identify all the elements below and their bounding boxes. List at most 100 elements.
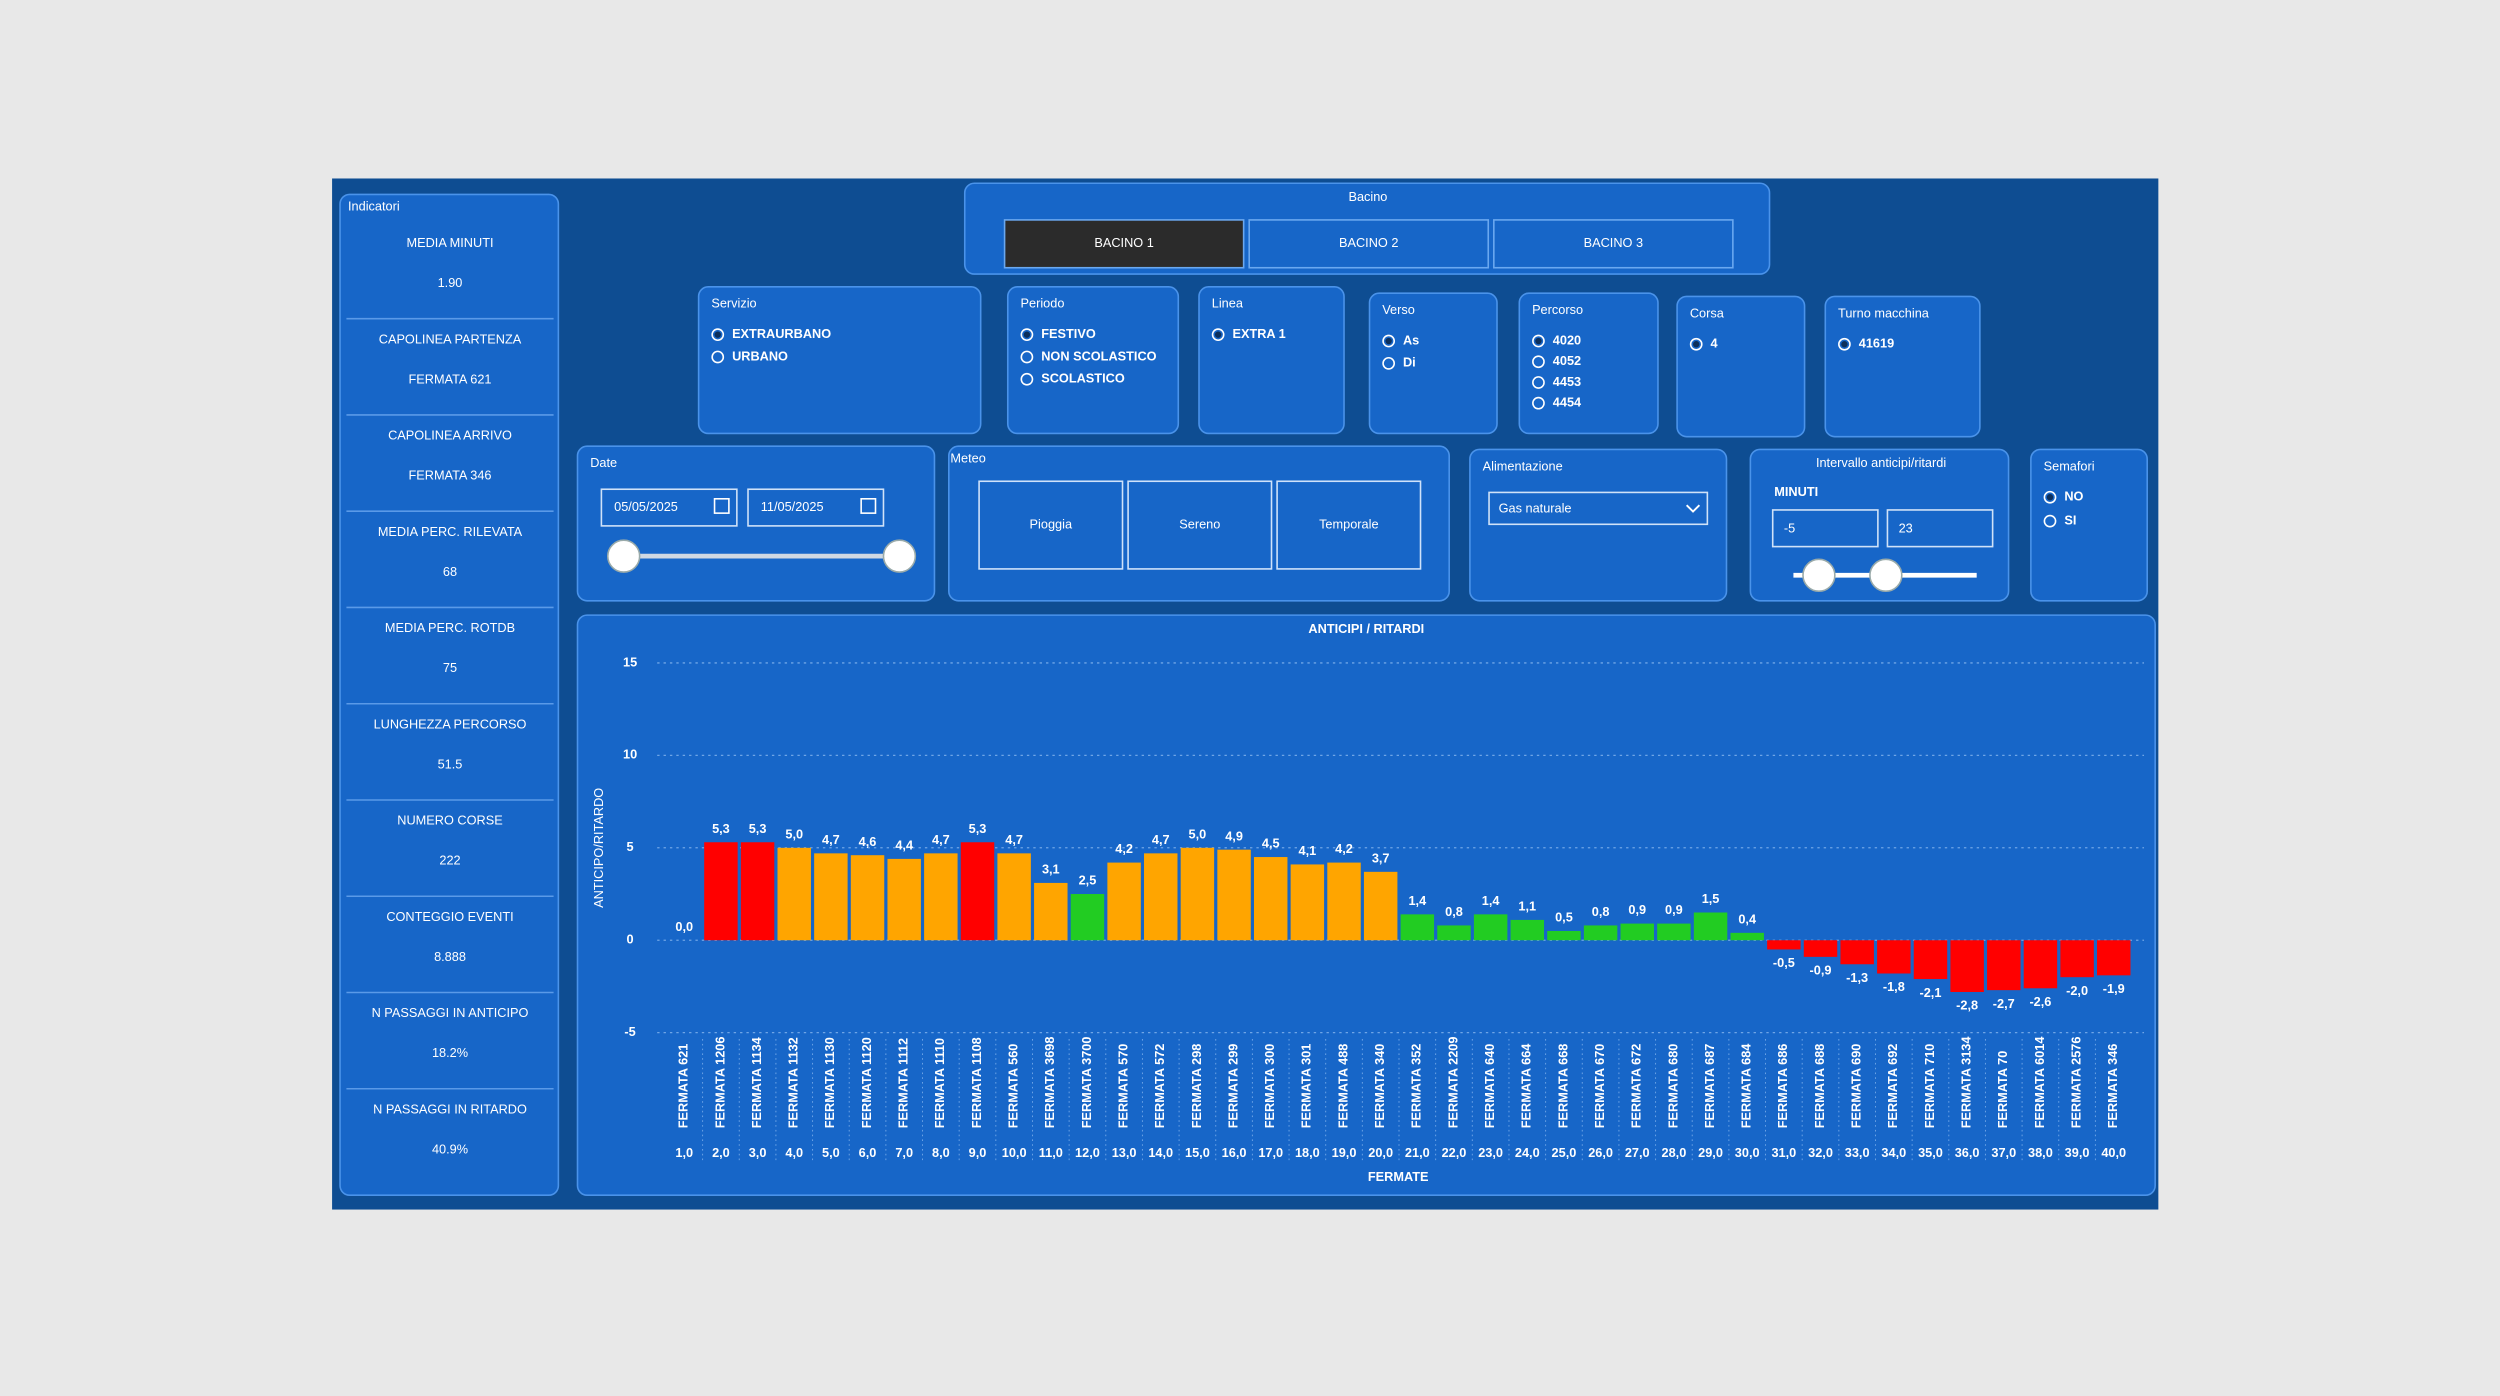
slider-handle[interactable]	[606, 539, 641, 573]
x-secondary-label: 25,0	[1552, 1145, 1577, 1160]
data-label: 5,3	[749, 821, 767, 836]
radio-button[interactable]	[1020, 372, 1034, 386]
number-input[interactable]	[1886, 509, 1994, 548]
bar	[704, 842, 738, 941]
filter-title: Semafori	[2044, 458, 2095, 473]
slider-handle[interactable]	[1802, 558, 1836, 593]
radio-button[interactable]	[1382, 356, 1396, 370]
data-label: -0,9	[1810, 963, 1832, 978]
radio-button[interactable]	[1382, 334, 1396, 348]
x-secondary-label: 9,0	[969, 1145, 987, 1160]
bacino-button[interactable]	[1248, 219, 1490, 269]
radio-label: 4454	[1553, 395, 1582, 410]
radio-button[interactable]	[1532, 396, 1545, 410]
meteo-button[interactable]	[978, 480, 1124, 570]
bar	[1987, 940, 2021, 991]
bar	[1070, 894, 1105, 941]
x-tick-label: FERMATA 672	[1629, 1044, 1644, 1129]
data-label: 1,1	[1518, 899, 1536, 914]
bar	[1693, 912, 1728, 941]
bar	[814, 853, 848, 941]
y-tick-label: 15	[623, 654, 637, 669]
data-label: 0,9	[1665, 902, 1683, 917]
x-tick-label: FERMATA 70	[1995, 1051, 2010, 1129]
meteo-button[interactable]	[1276, 480, 1422, 570]
indicator-label: CAPOLINEA PARTENZA	[379, 331, 522, 346]
x-tick-label: FERMATA 3698	[1042, 1037, 1057, 1129]
bar	[1290, 864, 1325, 941]
x-tick-label: FERMATA 668	[1555, 1044, 1570, 1129]
radio-button[interactable]	[1532, 376, 1545, 389]
indicator-label: CAPOLINEA ARRIVO	[388, 428, 512, 443]
bar	[1363, 871, 1398, 941]
data-label: -1,8	[1883, 979, 1905, 994]
radio-button[interactable]	[2043, 514, 2057, 528]
filter-title: Intervallo anticipi/ritardi	[1816, 455, 1946, 470]
chart-title: ANTICIPI / RITARDI	[1308, 621, 1424, 636]
meteo-button[interactable]	[1127, 480, 1273, 570]
filter-title: Percorso	[1532, 302, 1583, 317]
data-label: -2,0	[2066, 983, 2088, 998]
bar	[1730, 932, 1764, 941]
indicator-value: 1.90	[438, 275, 463, 290]
data-label: 1,4	[1482, 893, 1501, 908]
data-label: -1,3	[1846, 970, 1868, 985]
x-secondary-label: 19,0	[1332, 1145, 1357, 1160]
radio-button[interactable]	[2043, 490, 2057, 504]
data-label: 3,1	[1042, 862, 1060, 877]
x-secondary-label: 4,0	[785, 1145, 803, 1160]
slider-handle[interactable]	[1869, 558, 1903, 593]
indicator-value: 222	[439, 853, 460, 868]
indicator-value: 75	[443, 660, 457, 675]
x-secondary-label: 32,0	[1808, 1145, 1833, 1160]
bar	[1840, 940, 1874, 965]
bar	[1327, 862, 1361, 941]
filter-card	[2030, 448, 2148, 602]
bacino-button[interactable]	[1493, 219, 1734, 269]
x-secondary-label: 31,0	[1771, 1145, 1796, 1160]
radio-button[interactable]	[1532, 334, 1545, 348]
bar	[1583, 925, 1618, 941]
x-secondary-label: 5,0	[822, 1145, 840, 1160]
radio-button[interactable]	[711, 328, 725, 342]
radio-button[interactable]	[711, 350, 725, 364]
x-secondary-label: 8,0	[932, 1145, 950, 1160]
bar	[777, 847, 811, 941]
radio-button[interactable]	[1020, 350, 1034, 364]
bar	[1144, 853, 1178, 941]
bar	[1510, 919, 1545, 941]
x-secondary-label: 6,0	[859, 1145, 877, 1160]
panel-title: Indicatori	[348, 199, 400, 214]
x-tick-label: FERMATA 572	[1152, 1044, 1167, 1129]
radio-dot	[1535, 337, 1542, 345]
radio-label: As	[1403, 332, 1419, 347]
bacino-button[interactable]	[1003, 219, 1245, 269]
y-tick-label: 10	[623, 747, 637, 762]
radio-label: EXTRA 1	[1232, 326, 1285, 341]
radio-label: EXTRAURBANO	[732, 326, 831, 341]
radio-button[interactable]	[1211, 328, 1225, 342]
radio-button[interactable]	[1838, 337, 1851, 351]
data-label: 4,2	[1335, 841, 1353, 856]
bar	[1767, 940, 1801, 950]
indicator-value: 68	[443, 564, 457, 579]
x-secondary-label: 14,0	[1148, 1145, 1173, 1160]
dropdown[interactable]	[1488, 491, 1709, 526]
x-tick-label: FERMATA 1120	[859, 1037, 874, 1128]
radio-button[interactable]	[1689, 337, 1703, 351]
radio-label: 41619	[1859, 336, 1894, 351]
bar	[1253, 857, 1288, 941]
data-label: -1,9	[2103, 981, 2125, 996]
number-input[interactable]	[1771, 509, 1879, 548]
bar	[960, 842, 995, 941]
filter-title: Linea	[1212, 296, 1244, 311]
radio-button[interactable]	[1020, 328, 1034, 342]
data-label: 3,7	[1372, 850, 1390, 865]
x-secondary-label: 23,0	[1478, 1145, 1503, 1160]
x-tick-label: FERMATA 560	[1006, 1044, 1021, 1129]
slider-handle[interactable]	[882, 539, 917, 573]
x-tick-label: FERMATA 2576	[2068, 1037, 2083, 1129]
radio-button[interactable]	[1532, 355, 1545, 369]
data-label: 2,5	[1079, 873, 1097, 888]
data-label: 0,9	[1628, 902, 1646, 917]
